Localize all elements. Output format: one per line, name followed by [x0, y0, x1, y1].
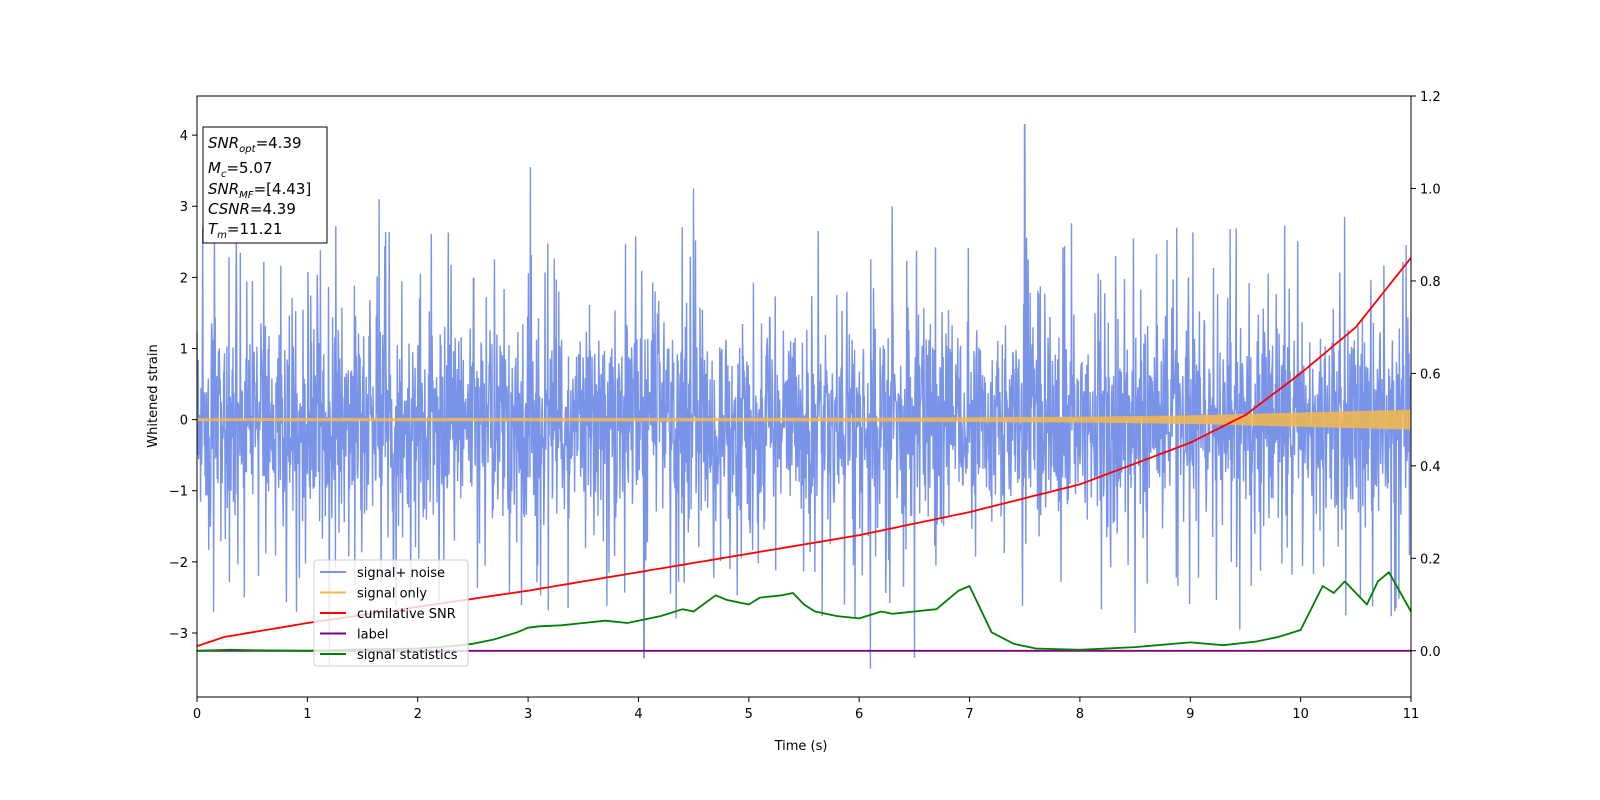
legend-label: signal statistics [357, 648, 458, 663]
legend: signal+ noise signal only cumilative SNR la… [313, 559, 469, 667]
annotation-line: Mc=5.07 [208, 159, 272, 180]
series-signal-noise [196, 123, 1412, 669]
axes: 0 1 2 3 4 5 6 7 8 9 10 11 −3 −2 −1 0 1 2 3 4 0.0 0.2 0.4 0.6 0.8… [169, 90, 1441, 722]
x-tick-label: 8 [1076, 707, 1084, 722]
x-tick-label: 4 [634, 707, 642, 722]
y-right-tick-label: 0.2 [1420, 552, 1441, 567]
y-right-tick-label: 0.8 [1420, 275, 1441, 290]
series-signal-only [196, 409, 1412, 430]
x-tick-label: 0 [193, 707, 201, 722]
y-left-tick-label: 4 [180, 129, 188, 144]
legend-label: label [357, 628, 388, 643]
x-tick-label: 5 [745, 707, 753, 722]
y-right-tick-label: 0.4 [1420, 460, 1441, 475]
y-right-tick-label: 1.0 [1420, 182, 1441, 197]
legend-frame [313, 559, 469, 667]
y-left-tick-label: 1 [180, 342, 188, 357]
series-signal-statistics [196, 571, 1412, 652]
y-left-tick-label: 3 [180, 200, 188, 215]
x-tick-label: 10 [1292, 707, 1309, 722]
legend-label: signal only [357, 587, 427, 602]
y-left-tick-label: −1 [169, 485, 188, 500]
x-axis-label: Time (s) [774, 739, 828, 754]
x-tick-label: 1 [303, 707, 311, 722]
y-left-tick-label: −3 [169, 627, 188, 642]
x-tick-label: 2 [414, 707, 422, 722]
legend-label: cumilative SNR [357, 607, 456, 622]
y-left-tick-label: 0 [180, 414, 188, 429]
x-tick-label: 3 [524, 707, 532, 722]
y-right-tick-label: 0.6 [1420, 367, 1441, 382]
x-tick-label: 7 [965, 707, 973, 722]
annotation-line: Tm=11.21 [208, 220, 282, 241]
legend-label: signal+ noise [357, 566, 445, 581]
x-tick-label: 9 [1186, 707, 1194, 722]
annotation-line: SNRopt=4.39 [208, 134, 302, 155]
plot-frame [196, 95, 1412, 698]
y-right-tick-label: 1.2 [1420, 90, 1441, 105]
annotation-frame [202, 126, 328, 244]
x-tick-label: 6 [855, 707, 863, 722]
annotation-line: SNRMF=[4.43] [208, 180, 311, 201]
y-left-tick-label: 2 [180, 271, 188, 286]
y-left-tick-label: −2 [169, 556, 188, 571]
x-tick-label: 11 [1403, 707, 1420, 722]
y-axis-label: Whitened strain [146, 344, 161, 447]
y-right-tick-label: 0.0 [1420, 645, 1441, 660]
annotation-line: CSNR=4.39 [208, 200, 296, 218]
